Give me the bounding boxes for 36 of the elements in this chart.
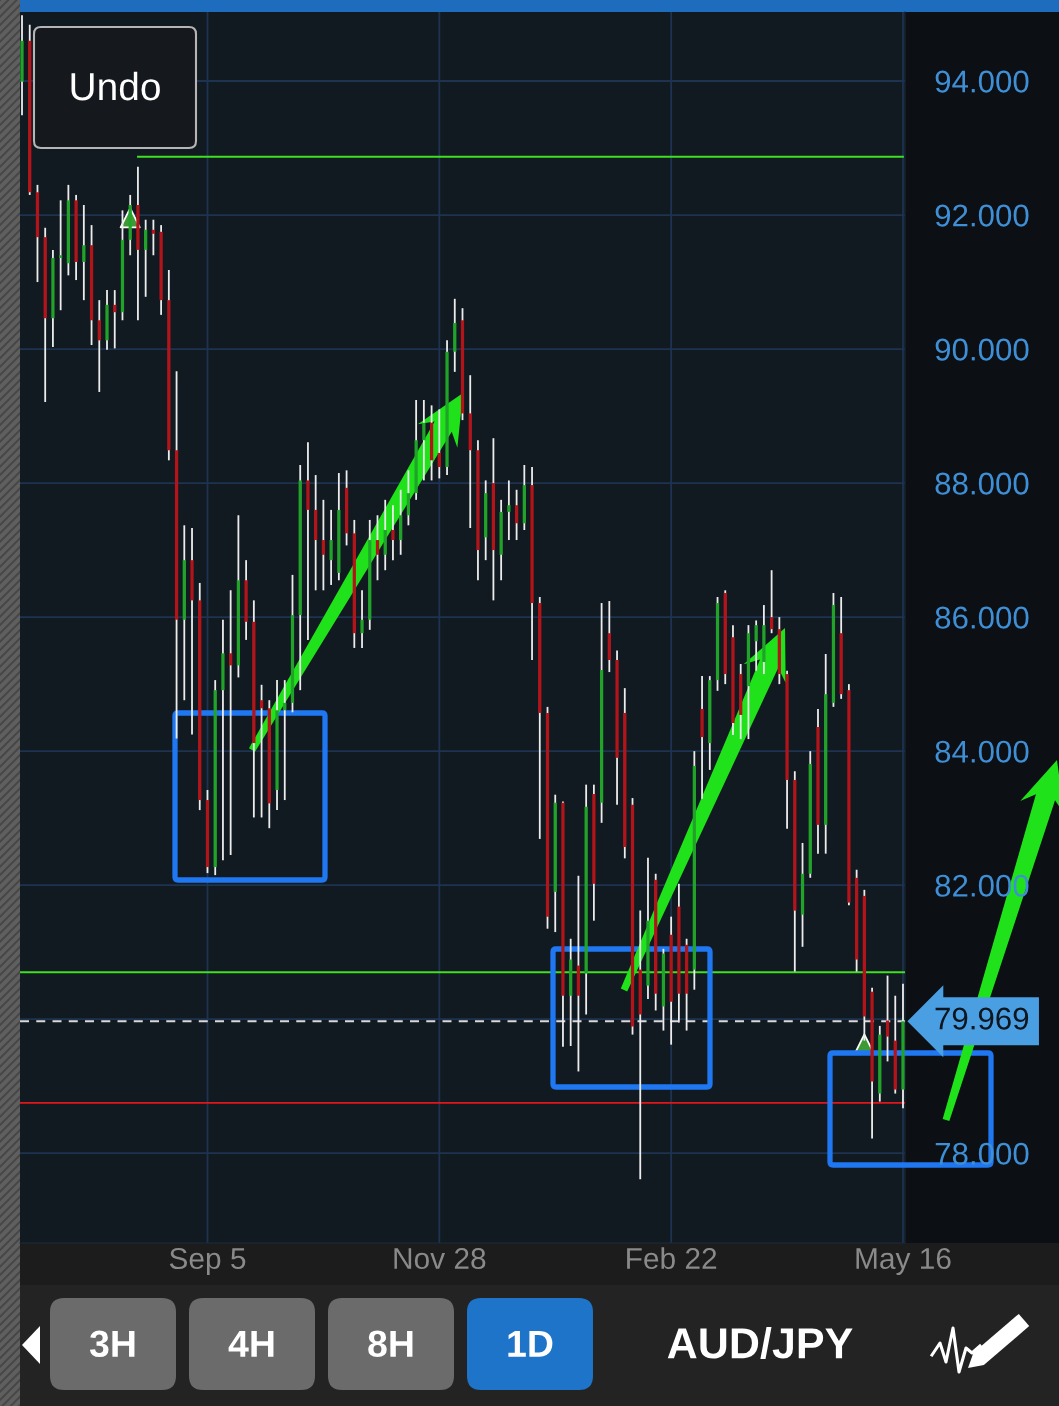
y-tick-label: 86.000 — [935, 606, 1029, 629]
candlestick — [514, 488, 519, 541]
candlestick — [144, 218, 148, 298]
candlestick — [229, 589, 233, 856]
candlestick — [329, 508, 333, 586]
candlestick — [437, 408, 441, 480]
candlestick — [259, 683, 264, 819]
text: 8H — [368, 1330, 413, 1358]
candlestick — [769, 569, 774, 635]
annotation: Undo — [71, 71, 160, 101]
candlestick — [360, 589, 364, 649]
y-tick-label: 90.000 — [935, 338, 1029, 361]
x-tick-label: Sep 5 — [169, 1247, 246, 1275]
candlestick — [82, 204, 86, 302]
text: AUD/JPY — [667, 1326, 853, 1359]
ref-line-label: 79.969 — [935, 1007, 1029, 1030]
y-tick-label: 92.000 — [935, 204, 1029, 227]
candlestick — [151, 218, 156, 257]
candlestick — [375, 514, 380, 582]
y-tick-label: 88.000 — [935, 472, 1029, 495]
y-tick-label: 94.000 — [935, 70, 1029, 93]
candlestick — [885, 974, 890, 1063]
x-tick-label: May 16 — [856, 1247, 951, 1275]
candlestick — [97, 299, 101, 393]
text: 1D — [508, 1330, 553, 1357]
candlestick — [321, 498, 326, 592]
candlestick — [391, 504, 395, 562]
candlestick — [507, 479, 511, 541]
candlestick — [754, 619, 758, 672]
text: 4H — [228, 1330, 274, 1357]
y-tick-label: 84.000 — [935, 740, 1029, 763]
candlestick — [59, 199, 63, 312]
x-tick-label: Nov 28 — [394, 1247, 486, 1270]
text: 3H — [89, 1330, 135, 1358]
x-tick-label: Feb 22 — [627, 1247, 717, 1270]
candlestick — [406, 469, 411, 527]
